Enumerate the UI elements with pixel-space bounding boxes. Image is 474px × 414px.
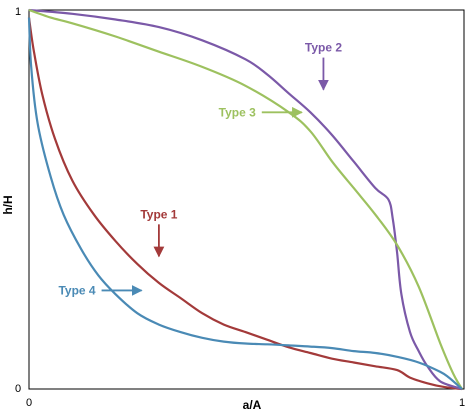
x-tick-1: 1 [459,397,465,409]
y-tick-0: 0 [15,383,21,395]
x-tick-0: 0 [26,397,32,409]
x-axis-label: a/A [243,398,262,412]
plot-frame [28,9,465,390]
annotation-layer: Type 1 Type 2 Type 3 Type 4 [58,41,342,298]
annotation-label-type-4: Type 4 [58,283,95,297]
series-line-type-2 [28,8,463,391]
series-line-type-3 [28,8,463,390]
series-layer [27,8,463,391]
annotation-label-type-3: Type 3 [219,105,256,119]
annotation-label-type-2: Type 2 [305,41,342,55]
y-tick-1: 1 [15,6,21,18]
series-line-type-1 [27,17,463,391]
series-line-type-4 [27,17,463,390]
annotation-label-type-1: Type 1 [140,207,177,221]
y-axis-label: h/H [1,195,15,214]
